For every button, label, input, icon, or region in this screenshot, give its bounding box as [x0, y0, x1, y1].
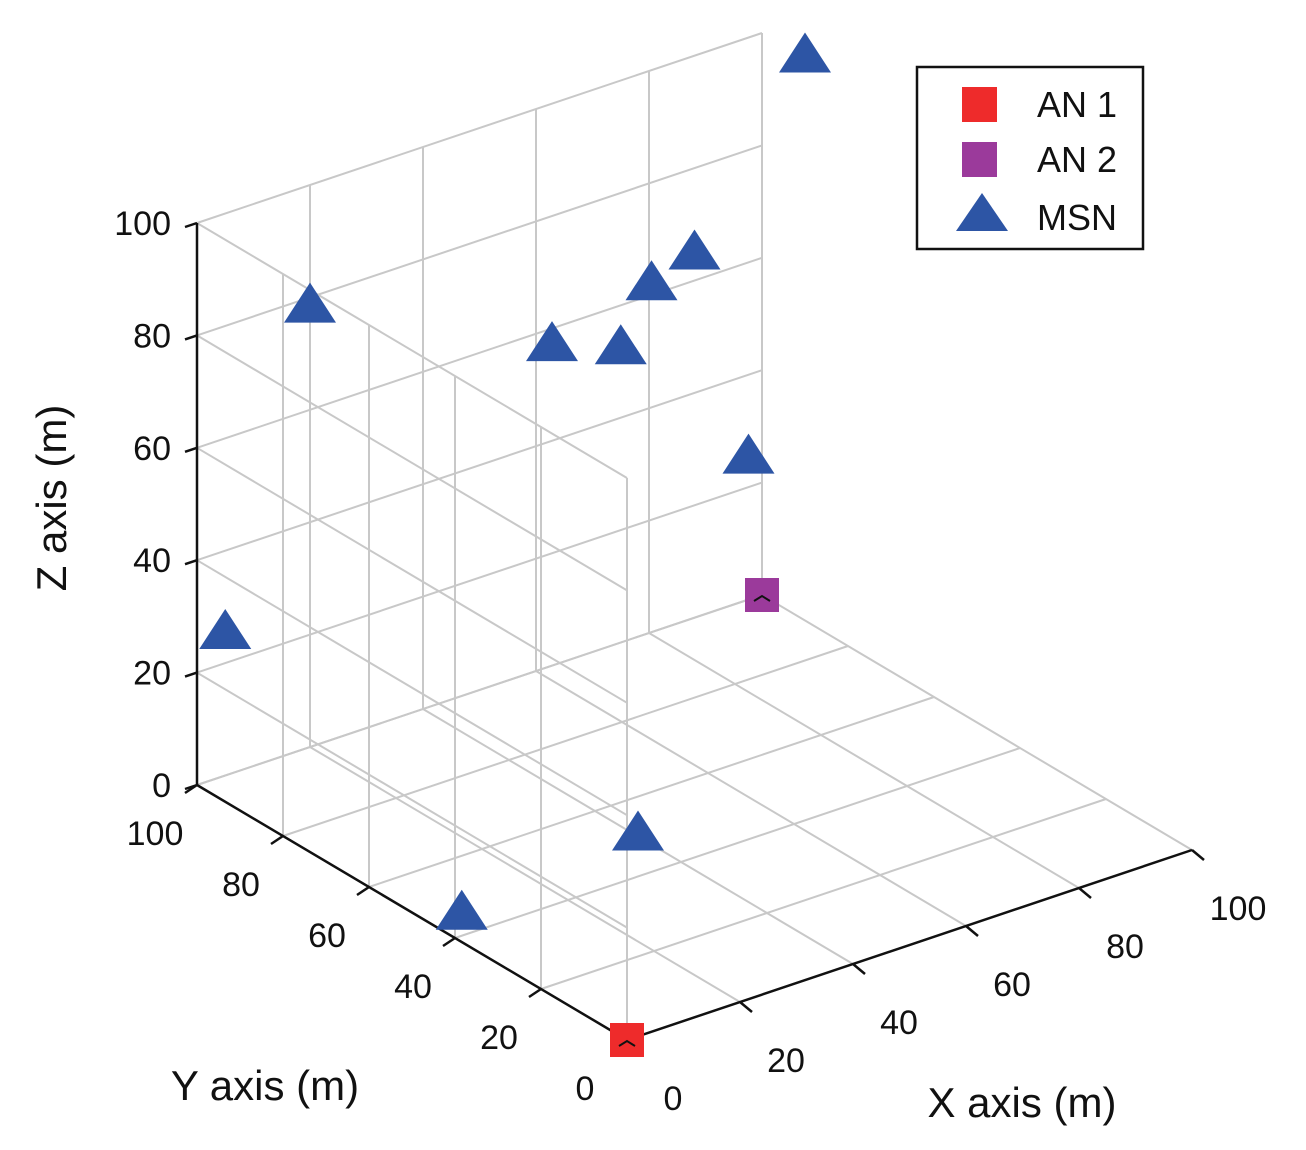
x-tick-mark — [739, 1001, 753, 1013]
wall-grid-line — [196, 594, 763, 786]
z-tick-label: 100 — [114, 205, 171, 243]
z-tick-label: 80 — [133, 317, 171, 355]
z-tick-label: 40 — [133, 542, 171, 580]
y-tick-mark — [356, 885, 370, 897]
marker-msn — [526, 321, 578, 362]
y-axis-line — [196, 783, 628, 1042]
z-tick-mark — [184, 221, 198, 229]
y-tick-label: 20 — [480, 1019, 518, 1057]
wall-grid-line — [196, 559, 628, 817]
y-tick-label: 80 — [222, 866, 260, 904]
wall-grid-line — [196, 32, 763, 224]
marker-msn — [435, 889, 488, 930]
y-tick-mark — [270, 834, 284, 846]
wall-grid-line — [196, 256, 763, 449]
data-markers — [199, 32, 831, 1057]
x-tick-label: 0 — [664, 1080, 683, 1118]
y-tick-label: 0 — [576, 1070, 595, 1108]
z-tick-mark — [184, 446, 198, 453]
z-tick-mark — [184, 334, 198, 341]
marker-msn — [625, 260, 678, 301]
floor-grid-line — [540, 798, 1107, 990]
wall-grid-line — [196, 481, 763, 674]
z-tick-label: 60 — [133, 430, 171, 468]
y-tick-label: 60 — [308, 917, 346, 955]
marker-msn — [722, 433, 775, 474]
wall-grid-line — [196, 222, 628, 479]
floor-grid-line — [368, 696, 935, 888]
legend-an2-square-icon — [962, 142, 997, 177]
marker-msn — [284, 282, 336, 323]
marker-msn — [199, 609, 252, 649]
x-axis-label: X axis (m) — [928, 1079, 1117, 1126]
z-tick-label: 0 — [152, 767, 171, 805]
wall-grid-line — [196, 144, 763, 337]
marker-msn — [594, 324, 647, 365]
z-tick-label: 20 — [133, 655, 171, 693]
x-tick-mark — [852, 963, 866, 975]
x-tick-mark — [1191, 849, 1205, 861]
floor-grid-line — [282, 645, 849, 837]
floor-grid-line — [454, 747, 1021, 939]
wall-grid-line — [196, 446, 628, 704]
y-tick-mark — [528, 987, 542, 999]
legend-box — [915, 65, 1145, 251]
marker-stem-icon — [618, 1039, 636, 1047]
tick-labels: 0 20 40 60 80 100 0 20 40 60 80 100 0 20 40 60 80 100 — [114, 205, 1266, 1118]
legend-label-msn: MSN — [1037, 197, 1117, 238]
x-axis-line — [626, 848, 1193, 1042]
legend-an1-square-icon — [962, 87, 997, 122]
y-tick-label: 40 — [394, 968, 432, 1006]
z-tick-mark — [184, 783, 198, 791]
z-axis-label: Z axis (m) — [28, 405, 75, 592]
floor-grid-line — [761, 594, 1193, 851]
x-tick-label: 20 — [767, 1042, 805, 1080]
floor-grid-line — [309, 746, 741, 1003]
legend-msn-triangle-icon — [956, 193, 1008, 231]
x-tick-label: 60 — [993, 966, 1031, 1004]
legend-label-an2: AN 2 — [1037, 139, 1117, 180]
z-tick-mark — [184, 671, 198, 678]
marker-msn — [612, 810, 664, 851]
wall-grid-line — [196, 671, 628, 929]
floor-grid-line — [648, 632, 1080, 889]
wall-grid-line — [196, 369, 763, 562]
floor-grid-line — [535, 670, 967, 927]
x-tick-label: 100 — [1210, 890, 1267, 928]
x-tick-mark — [1078, 887, 1092, 899]
x-tick-mark — [965, 925, 979, 937]
wall-grid-line — [196, 334, 628, 592]
y-axis-label: Y axis (m) — [171, 1062, 359, 1109]
z-tick-mark — [184, 559, 198, 566]
marker-stem-icon — [753, 594, 771, 602]
x-tick-label: 40 — [880, 1004, 918, 1042]
y-tick-mark — [442, 936, 456, 948]
marker-msn — [668, 229, 721, 270]
x-tick-label: 80 — [1106, 928, 1144, 966]
legend-label-an1: AN 1 — [1037, 84, 1117, 125]
legend: AN 1 AN 2 MSN — [915, 65, 1145, 251]
marker-msn — [779, 32, 831, 73]
axis-layer — [184, 221, 1205, 1051]
y-tick-label: 100 — [127, 815, 184, 853]
